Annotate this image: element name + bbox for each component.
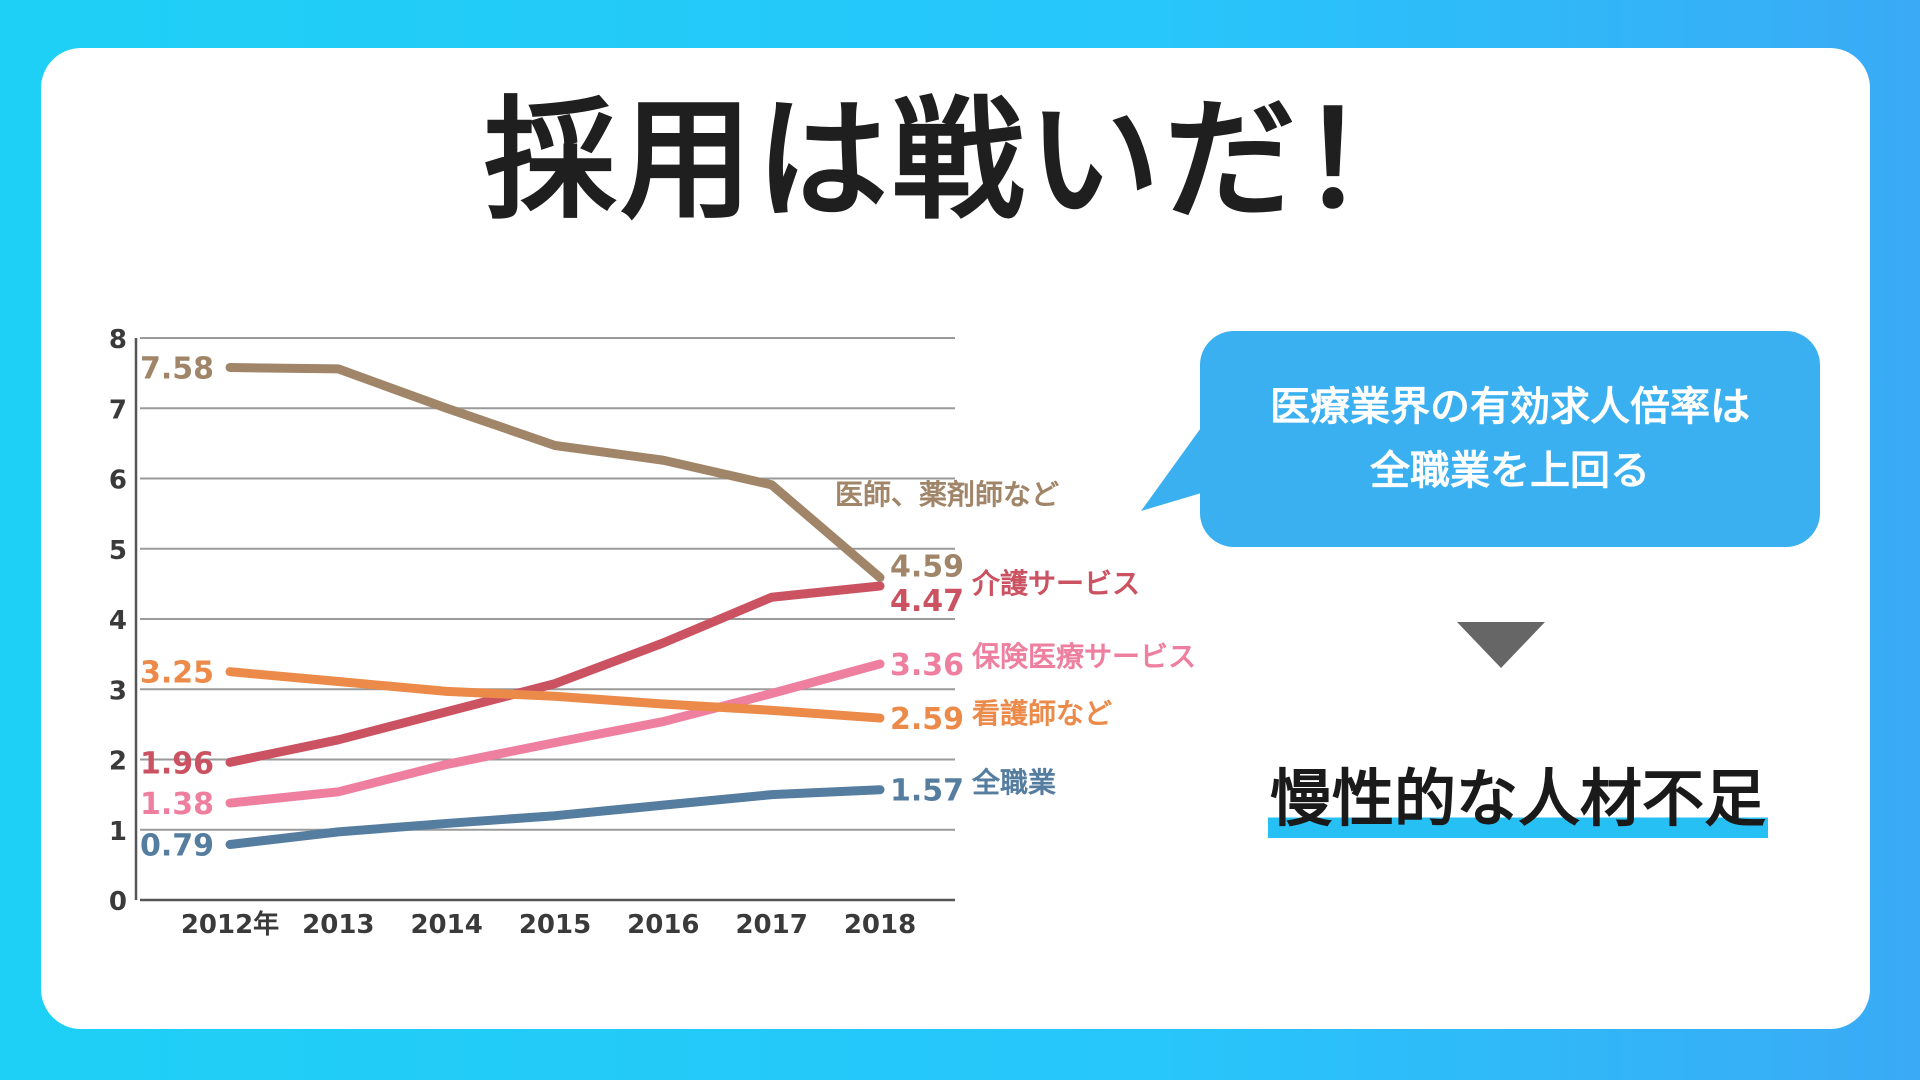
y-tick-label: 2 xyxy=(109,747,127,777)
end-value-label: 3.36 xyxy=(890,648,964,683)
x-tick-label: 2015 xyxy=(519,910,591,940)
series-line-4 xyxy=(225,785,885,850)
grid-layer xyxy=(134,337,955,902)
series-name-label: 保険医療サービス xyxy=(972,640,1196,673)
conclusion-text: 慢性的な人材不足 xyxy=(1267,760,1768,838)
end-value-label: 2.59 xyxy=(890,702,964,737)
y-axis-ticks: 0 1 2 3 4 5 6 7 8 xyxy=(109,325,127,917)
series-line-0 xyxy=(225,363,885,583)
x-tick-label: 2013 xyxy=(302,910,374,940)
end-value-label: 1.57 xyxy=(890,774,964,809)
y-tick-label: 0 xyxy=(109,887,127,917)
x-tick-label: 2016 xyxy=(627,910,699,940)
arrow-down-icon xyxy=(1457,622,1545,668)
series-name-label: 医師、薬剤師など xyxy=(835,478,1059,511)
start-value-label: 1.96 xyxy=(140,746,214,781)
series-line-3 xyxy=(225,667,885,723)
series-line-2 xyxy=(225,659,885,808)
start-value-label: 3.25 xyxy=(140,656,214,691)
series-layer xyxy=(225,363,885,850)
y-tick-label: 3 xyxy=(109,676,127,706)
end-value-label: 4.59 xyxy=(890,550,964,585)
y-tick-label: 5 xyxy=(109,536,127,566)
y-tick-label: 8 xyxy=(109,325,127,355)
end-value-label: 4.47 xyxy=(890,584,964,619)
x-tick-label: 2012年 xyxy=(181,909,279,940)
page-title: 採用は戦いだ！ xyxy=(484,84,1436,238)
y-tick-label: 6 xyxy=(109,466,127,496)
speech-bubble-line-1: 医療業界の有効求人倍率は xyxy=(1270,384,1750,430)
start-value-label: 7.58 xyxy=(140,352,214,387)
start-value-label: 0.79 xyxy=(140,829,214,864)
speech-bubble: 医療業界の有効求人倍率は 全職業を上回る xyxy=(1200,331,1820,547)
conclusion-block: 慢性的な人材不足 xyxy=(1258,760,1778,838)
series-name-label: 看護師など xyxy=(972,697,1112,730)
x-tick-label: 2017 xyxy=(735,910,807,940)
series-name-label: 介護サービス xyxy=(971,567,1140,600)
series-line-1 xyxy=(225,581,885,767)
y-tick-label: 7 xyxy=(109,395,127,425)
x-tick-label: 2018 xyxy=(844,910,916,940)
x-tick-label: 2014 xyxy=(410,910,482,940)
series-name-label: 全職業 xyxy=(971,766,1056,799)
speech-bubble-line-2: 全職業を上回る xyxy=(1370,448,1650,494)
speech-bubble-tail xyxy=(1141,425,1218,511)
start-value-label: 1.38 xyxy=(140,787,214,822)
y-tick-label: 1 xyxy=(109,817,127,847)
x-axis-ticks: 2012年 2013 2014 2015 2016 2017 2018 xyxy=(181,909,916,940)
y-tick-label: 4 xyxy=(109,606,127,636)
